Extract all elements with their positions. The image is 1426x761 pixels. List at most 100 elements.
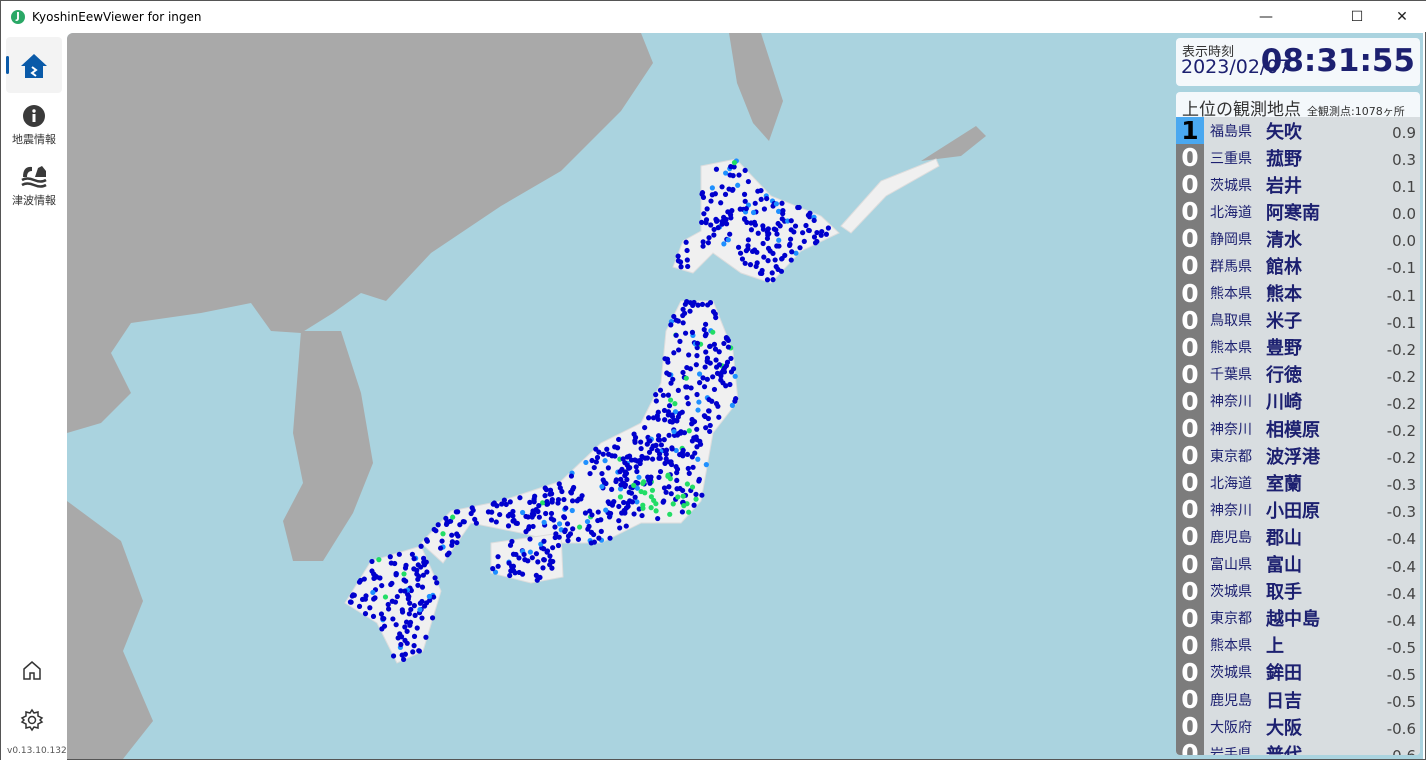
station-dot: [694, 391, 700, 398]
station-row[interactable]: 0 群馬県 館林 -0.1: [1176, 252, 1420, 280]
minimize-button[interactable]: —: [1259, 8, 1273, 25]
station-row[interactable]: 0 静岡県 清水 0.0: [1176, 225, 1420, 253]
sidebar-item-home[interactable]: [6, 37, 62, 93]
station-dot: [797, 245, 803, 251]
station-dot: [634, 499, 640, 505]
prefecture: 千葉県: [1210, 367, 1252, 384]
station-dot: [599, 483, 605, 490]
station-row[interactable]: 0 北海道 阿寒南 0.0: [1176, 198, 1420, 226]
station-dot: [728, 369, 735, 375]
station-dot: [776, 243, 782, 249]
prefecture: 茨城県: [1210, 665, 1252, 682]
station-dot: [385, 601, 391, 608]
station-dot: [507, 499, 513, 505]
station-row[interactable]: 1 福島県 矢吹 0.9: [1176, 117, 1420, 145]
station-dot: [755, 230, 761, 236]
maximize-button[interactable]: ☐: [1350, 8, 1364, 25]
station-dot: [694, 340, 701, 346]
station-dot: [683, 239, 689, 245]
station-dot: [527, 549, 533, 555]
station-dot: [419, 584, 426, 590]
sidebar-item-tsunami[interactable]: 津波情報: [6, 163, 62, 208]
station-dot: [729, 208, 735, 214]
station-dot: [670, 376, 676, 382]
home-outline-icon[interactable]: [21, 659, 43, 681]
selected-indicator: [6, 56, 9, 74]
station-row[interactable]: 0 北海道 室蘭 -0.3: [1176, 469, 1420, 497]
station-row[interactable]: 0 神奈川 川崎 -0.2: [1176, 388, 1420, 416]
station-dot: [708, 198, 714, 204]
station-dot: [727, 212, 734, 218]
station-row[interactable]: 0 東京都 越中島 -0.4: [1176, 605, 1420, 632]
station-dot: [765, 258, 771, 264]
station-dot: [639, 512, 645, 519]
station-row[interactable]: 0 千葉県 行徳 -0.2: [1176, 361, 1420, 388]
intensity-value: -0.2: [1386, 449, 1416, 468]
station-dot: [667, 511, 673, 517]
intensity-value: -0.1: [1386, 313, 1416, 332]
station-dot: [686, 509, 692, 515]
station-dot: [758, 196, 764, 203]
station-dot: [537, 574, 543, 581]
station-dot: [701, 211, 707, 217]
station-dot: [406, 593, 412, 600]
station-row[interactable]: 0 熊本県上 -0.5: [1176, 632, 1420, 659]
station-dot: [568, 489, 574, 495]
station-row[interactable]: 0 岩手県 普代 -0.6: [1176, 740, 1420, 755]
station-dot: [657, 455, 663, 461]
station-row[interactable]: 0 茨城県 鉾田 -0.5: [1176, 659, 1420, 686]
station-dot: [789, 249, 795, 255]
intensity-value: 0.0: [1392, 205, 1416, 224]
station-dot: [703, 349, 709, 355]
station-row[interactable]: 0 鹿児島 日吉 -0.5: [1176, 686, 1420, 714]
station-dot: [677, 338, 683, 344]
station-row[interactable]: 0 富山県 富山 -0.4: [1176, 550, 1420, 578]
sidebar-item-earthquake[interactable]: 地震情報: [6, 104, 62, 147]
station-row[interactable]: 0 茨城県 岩井 0.1: [1176, 171, 1420, 199]
station-dot: [421, 603, 428, 609]
station-dot: [779, 200, 785, 206]
station-dot: [689, 329, 696, 335]
station-dot: [412, 612, 418, 618]
station-row[interactable]: 0 鹿児島 郡山 -0.4: [1176, 523, 1420, 551]
intensity-value: -0.4: [1386, 530, 1416, 549]
station-dot: [697, 441, 704, 447]
station-dot: [548, 510, 555, 517]
station-dot: [614, 445, 621, 451]
station-dot: [743, 248, 749, 254]
gear-icon[interactable]: [20, 708, 44, 732]
station-dot: [642, 490, 648, 496]
station-row[interactable]: 0 大阪府 大阪 -0.6: [1176, 713, 1420, 741]
station-dot: [655, 409, 661, 415]
station-dot: [362, 611, 369, 617]
station-dot: [689, 484, 696, 490]
close-button[interactable]: ✕: [1396, 8, 1408, 25]
station-row[interactable]: 0 茨城県 取手 -0.4: [1176, 578, 1420, 605]
station-dot: [788, 257, 794, 263]
station-dot: [684, 394, 690, 401]
station-dot: [555, 500, 561, 506]
station-dot: [786, 242, 793, 248]
station-dot: [426, 593, 432, 600]
station-dot: [617, 469, 623, 475]
station-dot: [707, 422, 713, 429]
prefecture: 鹿児島: [1210, 529, 1252, 546]
station-dot: [527, 536, 533, 542]
station-dot: [727, 172, 733, 178]
station-dot: [691, 299, 697, 306]
prefecture: 三重県: [1210, 150, 1252, 167]
station-dot: [712, 346, 719, 352]
station-dot: [399, 609, 406, 615]
station-dot: [752, 200, 758, 206]
station-row[interactable]: 0 熊本県 豊野 -0.2: [1176, 334, 1420, 361]
station-row[interactable]: 0 三重県 菰野 0.3: [1176, 144, 1420, 172]
station-row[interactable]: 0 熊本県 熊本 -0.1: [1176, 280, 1420, 307]
station-dot: [719, 218, 725, 225]
station-row[interactable]: 0 鳥取県 米子 -0.1: [1176, 307, 1420, 334]
station-row[interactable]: 0 東京都 波浮港 -0.2: [1176, 442, 1420, 470]
station-row[interactable]: 0 神奈川 小田原 -0.3: [1176, 496, 1420, 524]
time-display: 表示時刻 2023/02/07 08:31:55: [1176, 38, 1420, 86]
station-dot: [671, 417, 677, 423]
station-row[interactable]: 0 神奈川 相模原 -0.2: [1176, 415, 1420, 443]
station-dot: [434, 580, 440, 586]
